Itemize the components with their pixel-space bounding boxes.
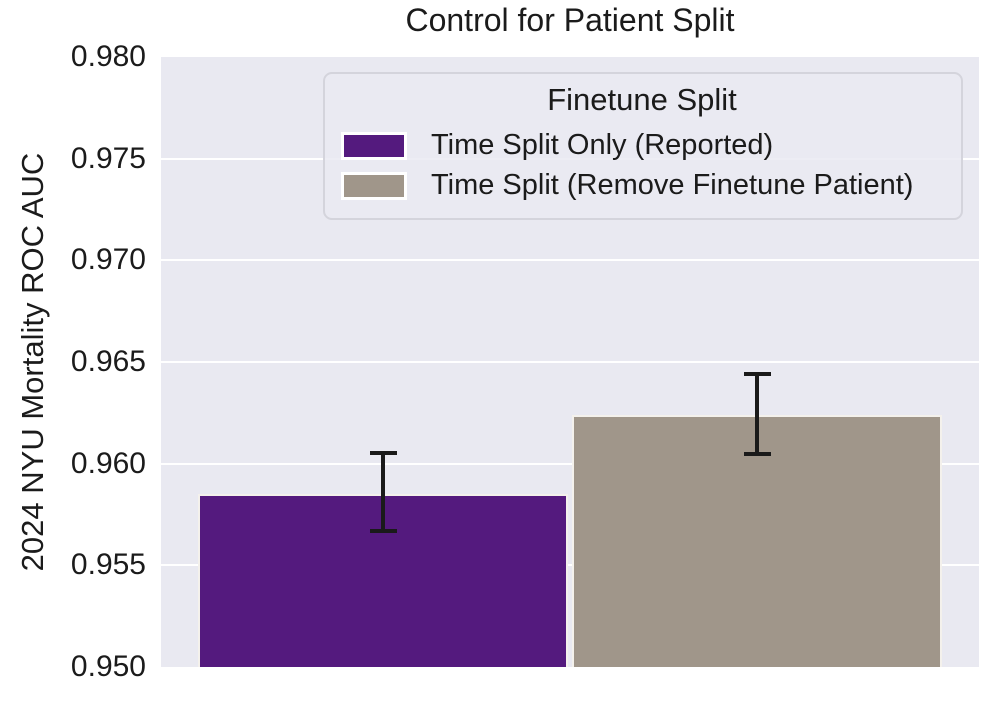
y-tick-label: 0.980 bbox=[70, 40, 146, 73]
legend-swatch bbox=[341, 171, 407, 200]
chart-title: Control for Patient Split bbox=[405, 2, 735, 38]
legend-item: Time Split (Remove Finetune Patient) bbox=[341, 169, 943, 202]
error-bar-line bbox=[381, 451, 385, 533]
bar-2 bbox=[572, 414, 942, 667]
legend-item-label: Time Split (Remove Finetune Patient) bbox=[431, 169, 914, 201]
error-bar-line bbox=[755, 372, 759, 456]
y-tick-label: 0.950 bbox=[70, 650, 146, 683]
error-bar-cap-bottom bbox=[369, 529, 397, 533]
legend-item: Time Split Only (Reported) bbox=[341, 129, 943, 162]
gridline bbox=[161, 361, 979, 363]
gridline bbox=[161, 259, 979, 262]
legend-swatch bbox=[341, 131, 407, 160]
y-tick-label: 0.970 bbox=[70, 243, 146, 277]
error-bar-cap-bottom bbox=[743, 452, 771, 456]
gridline bbox=[161, 564, 979, 567]
y-tick-label: 0.960 bbox=[70, 446, 146, 480]
legend-title: Finetune Split bbox=[547, 82, 737, 117]
legend-items: Time Split Only (Reported) Time Split (Re… bbox=[341, 122, 943, 202]
y-tick-label: 0.975 bbox=[70, 141, 146, 175]
error-bar-cap-top bbox=[743, 372, 771, 376]
y-tick-label: 0.955 bbox=[70, 548, 146, 582]
legend-item-label: Time Split Only (Reported) bbox=[431, 129, 774, 161]
y-tick-label: 0.965 bbox=[70, 345, 146, 378]
plot-area: Finetune Split Time Split Only (Reported… bbox=[161, 57, 979, 667]
legend: Finetune Split Time Split Only (Reported… bbox=[323, 72, 963, 220]
gridline bbox=[161, 462, 979, 465]
error-bar-cap-top bbox=[369, 451, 397, 455]
bar-1 bbox=[198, 494, 568, 667]
